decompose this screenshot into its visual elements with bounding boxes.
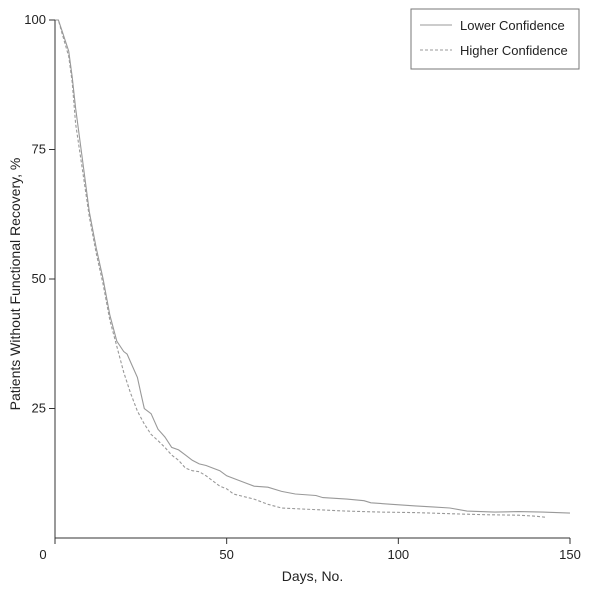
legend-label-lower-confidence: Lower Confidence bbox=[460, 18, 565, 33]
series-line-higher-confidence bbox=[55, 19, 547, 518]
y-tick-label-50: 50 bbox=[32, 271, 46, 286]
legend-box bbox=[410, 8, 580, 70]
x-axis-title: Days, No. bbox=[282, 568, 343, 584]
x-tick-label-150: 150 bbox=[559, 547, 581, 562]
x-axis-ticks: 0 50 100 150 bbox=[39, 538, 581, 562]
legend-label-higher-confidence: Higher Confidence bbox=[460, 43, 568, 58]
y-axis-ticks: 25 50 75 100 bbox=[24, 12, 55, 416]
series-line-lower-confidence bbox=[55, 19, 571, 514]
x-tick-label-0: 0 bbox=[39, 547, 46, 562]
plot-area bbox=[55, 19, 571, 518]
legend: Lower Confidence Higher Confidence bbox=[410, 8, 580, 70]
y-axis-title: Patients Without Functional Recovery, % bbox=[7, 158, 23, 411]
y-tick-label-100: 100 bbox=[24, 12, 46, 27]
y-tick-label-25: 25 bbox=[32, 401, 46, 416]
y-tick-label-75: 75 bbox=[32, 142, 46, 157]
x-tick-label-100: 100 bbox=[387, 547, 409, 562]
x-tick-label-50: 50 bbox=[219, 547, 233, 562]
